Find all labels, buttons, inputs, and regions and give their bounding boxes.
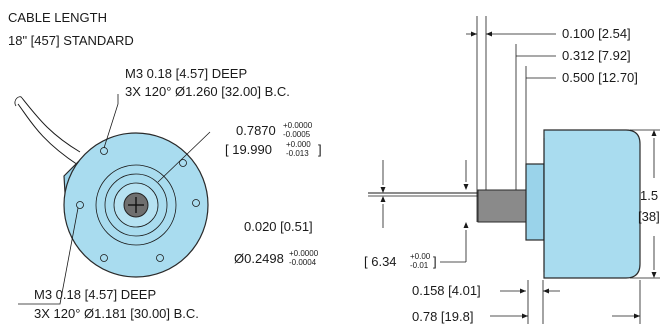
dim-arrow	[543, 288, 549, 294]
shaft-metric: [ 6.34	[364, 254, 397, 269]
bore-dimension: 0.7870	[236, 123, 276, 138]
side-view	[368, 16, 660, 324]
cable	[17, 97, 81, 166]
cable-length-standard: 18" [457] STANDARD	[8, 33, 134, 48]
side-body	[543, 129, 641, 279]
shaft-metric-close: ]	[433, 254, 437, 269]
dim-arrow	[463, 184, 469, 190]
mount-hole	[100, 254, 108, 262]
height-dimension-in: 1.5	[640, 188, 658, 203]
dimension-0158: 0.158 [4.01]	[412, 283, 481, 298]
bottom-holes-depth: M3 0.18 [4.57] DEEP	[34, 287, 156, 302]
mount-hole	[76, 201, 84, 209]
side-shaft	[477, 189, 527, 223]
mount-hole	[192, 199, 200, 207]
bore-metric-close: ]	[318, 142, 322, 157]
dim-arrow	[486, 31, 492, 37]
dimension-0100: 0.100 [2.54]	[562, 26, 631, 41]
bore-metric-tol-upper: +0.000	[286, 140, 311, 149]
side-collar	[525, 163, 545, 241]
hub-inner-ring	[104, 173, 168, 237]
cable-length-title: CABLE LENGTH	[8, 10, 107, 25]
cable-curl	[14, 96, 23, 107]
dim-arrow	[522, 313, 528, 319]
dim-arrow	[463, 222, 469, 228]
dim-arrow	[380, 196, 386, 202]
dimension-0020: 0.020 [0.51]	[244, 219, 313, 234]
bore-metric: [ 19.990	[225, 142, 272, 157]
dim-arrow	[380, 187, 386, 193]
shaft-metric-tol-lower: -0.01	[410, 261, 429, 270]
dimension-0500: 0.500 [12.70]	[562, 70, 638, 85]
mount-hole	[179, 159, 187, 167]
shaft-diameter: Ø0.2498	[234, 251, 284, 266]
bore-tol-lower: -0.0005	[283, 130, 311, 139]
bore-tol-upper: +0.0000	[283, 121, 313, 130]
dim-arrow	[651, 130, 657, 136]
shaft-tol-lower: -0.0004	[289, 258, 317, 267]
shaft-metric-tol-upper: +0.00	[410, 252, 431, 261]
mount-hole	[156, 254, 164, 262]
top-holes-depth: M3 0.18 [4.57] DEEP	[125, 66, 247, 81]
leader-top-holes	[103, 94, 119, 149]
height-dimension-mm: [38]	[638, 209, 660, 224]
front-view	[14, 94, 211, 305]
top-holes-bolt-circle: 3X 120° Ø1.260 [32.00] B.C.	[125, 84, 290, 99]
shaft-tol-upper: +0.0000	[289, 249, 319, 258]
dim-arrow	[520, 288, 526, 294]
leader-bore	[157, 131, 211, 183]
dim-arrow	[634, 313, 640, 319]
dimension-078: 0.78 [19.8]	[412, 309, 473, 324]
bore-metric-tol-lower: -0.013	[286, 149, 309, 158]
leader-bottom-holes	[18, 207, 79, 305]
hub-outer-ring	[95, 164, 177, 246]
bottom-holes-bolt-circle: 3X 120° Ø1.181 [30.00] B.C.	[34, 306, 199, 321]
dimension-0312: 0.312 [7.92]	[562, 48, 631, 63]
dim-arrow	[471, 31, 477, 37]
dim-arrow	[651, 272, 657, 278]
